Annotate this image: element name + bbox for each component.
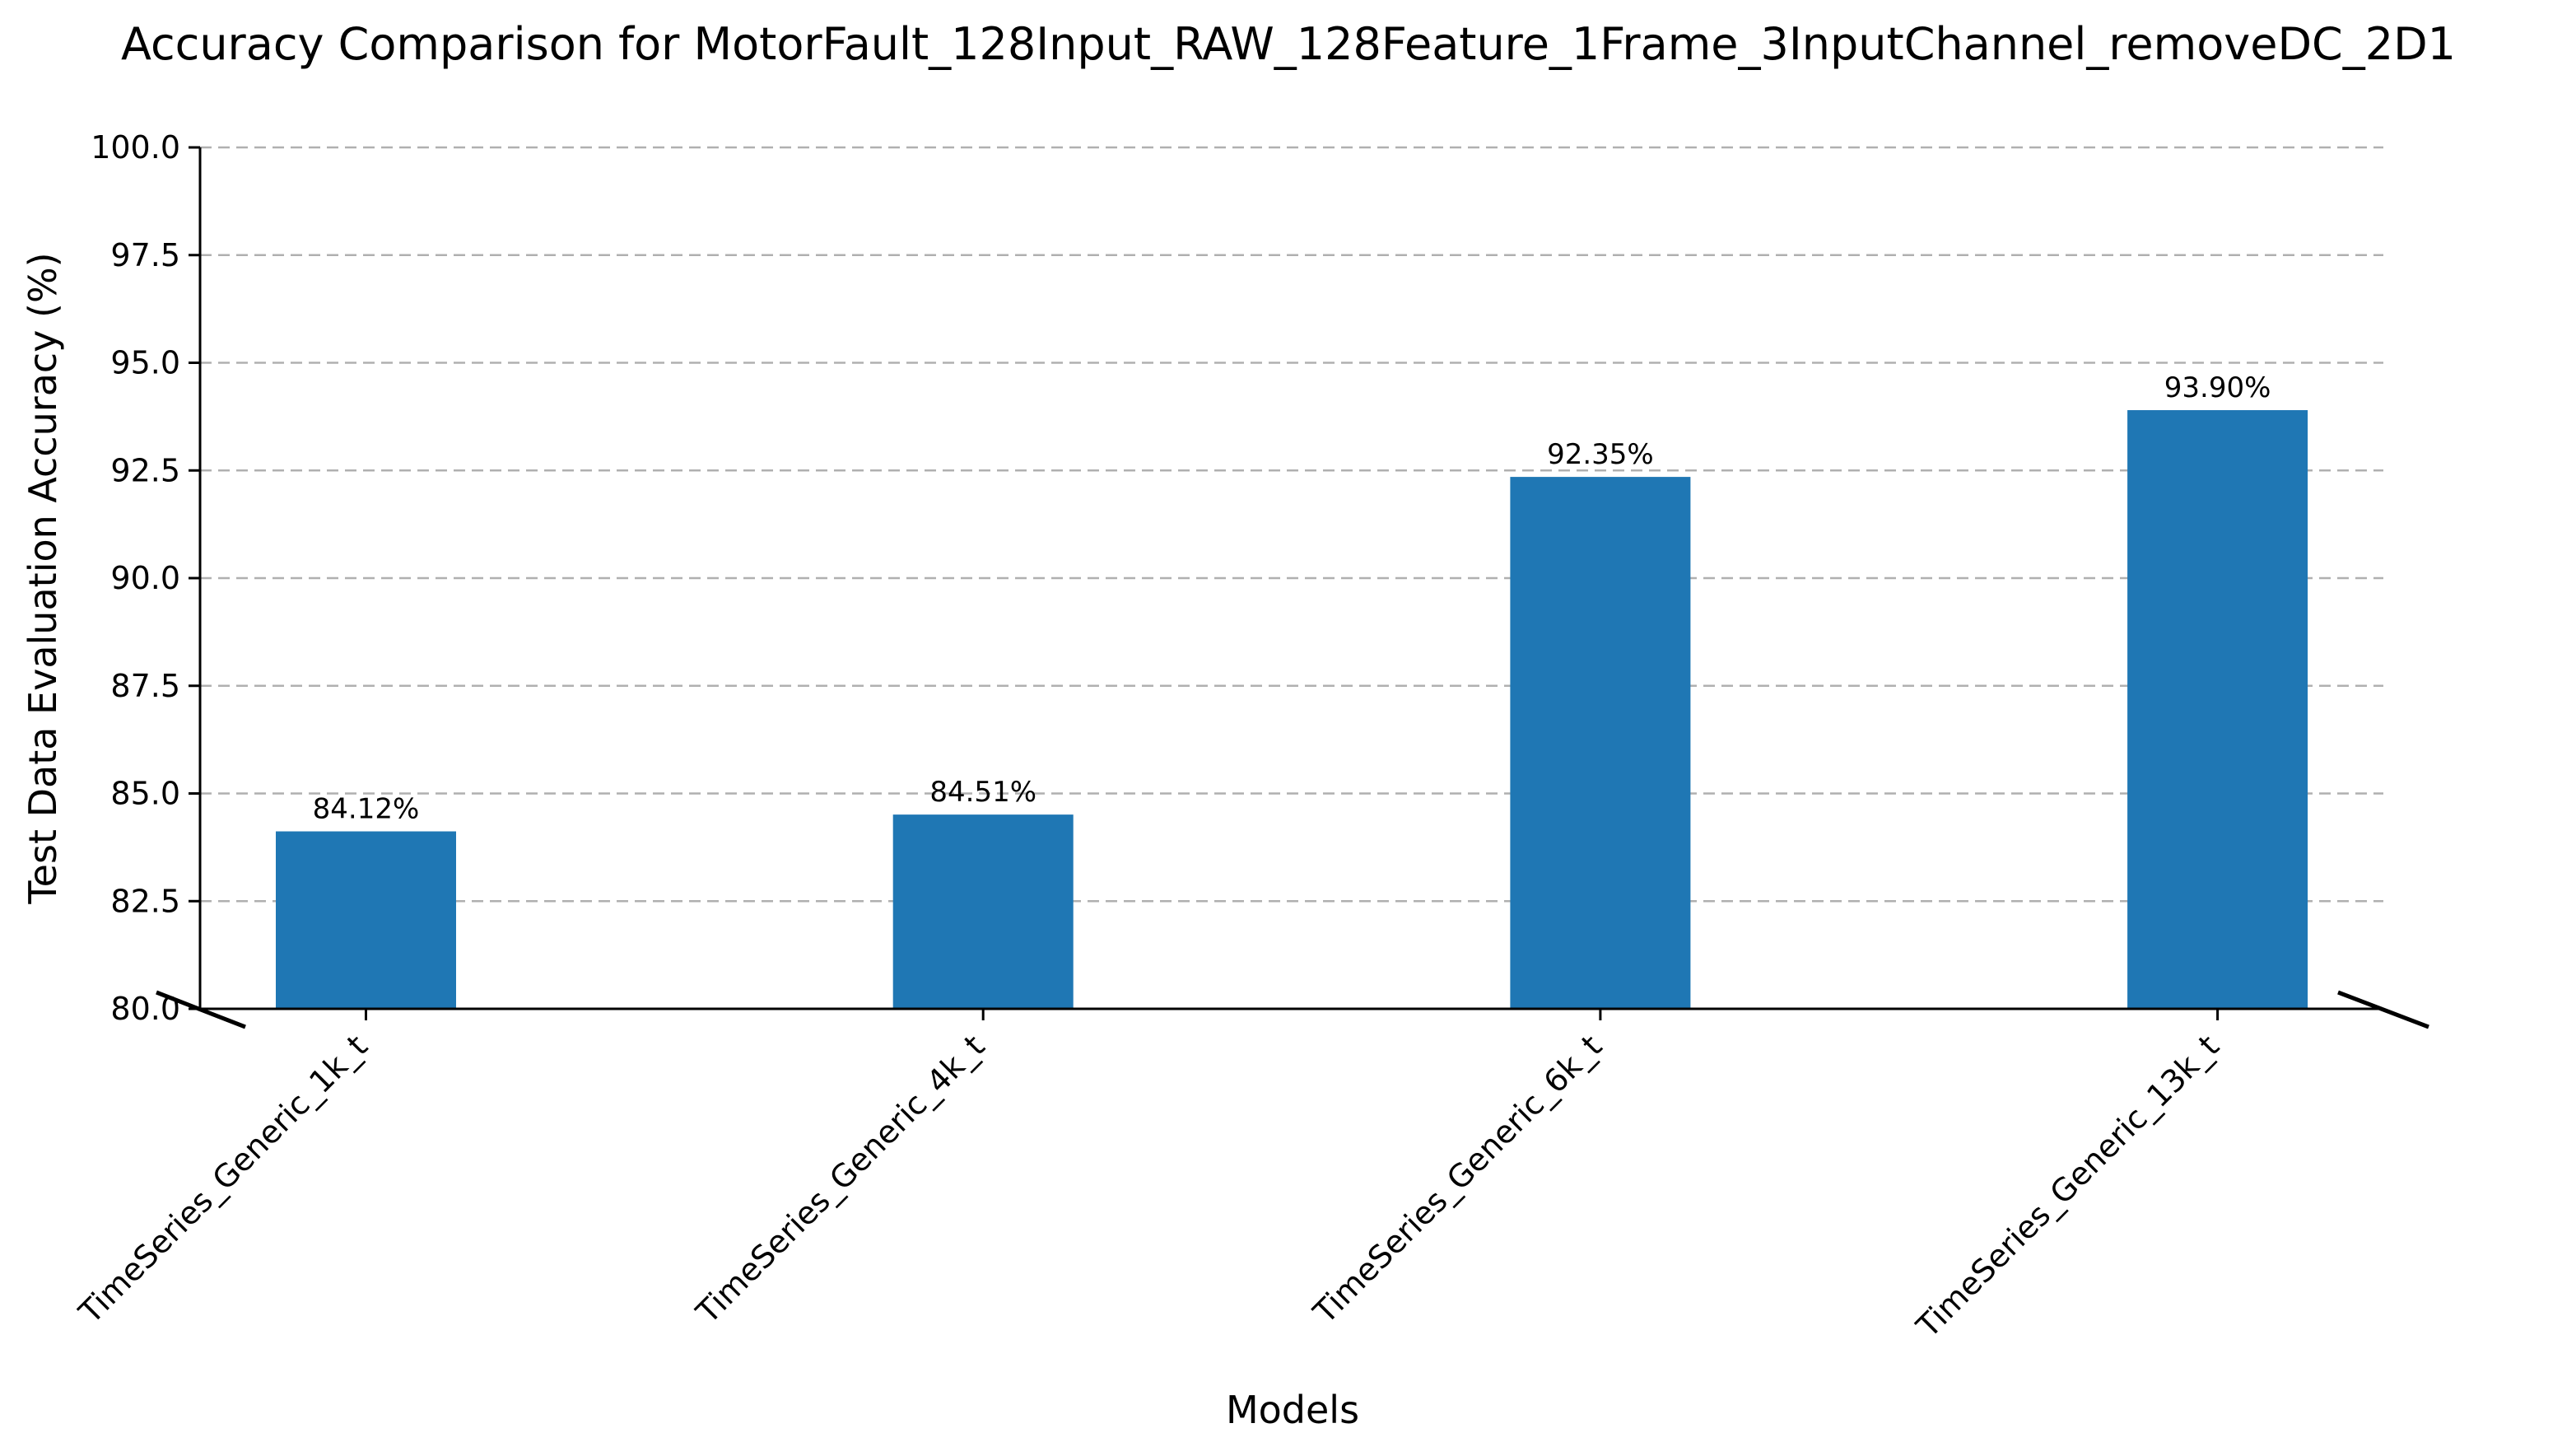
bar: [2127, 410, 2308, 1009]
x-tick-label: TimeSeries_Generic_13k_t: [1909, 1028, 2226, 1345]
bar-value-label: 84.12%: [313, 793, 420, 826]
x-axis-label: Models: [1226, 1388, 1359, 1432]
y-tick-label: 100.0: [91, 129, 180, 166]
y-tick-label: 82.5: [110, 883, 180, 919]
y-tick-label: 87.5: [110, 668, 180, 704]
chart-title: Accuracy Comparison for MotorFault_128In…: [121, 18, 2456, 70]
y-tick-label: 85.0: [110, 776, 180, 812]
bar: [892, 814, 1074, 1009]
data-labels: 84.12% 84.51% 92.35% 93.90%: [313, 371, 2271, 825]
x-tick-label: TimeSeries_Generic_1k_t: [72, 1028, 375, 1331]
bars: [276, 410, 2308, 1009]
x-ticks: TimeSeries_Generic_1k_t TimeSeries_Generi…: [72, 1009, 2226, 1345]
axis-break-right: [2337, 990, 2429, 1029]
bar: [1510, 477, 1691, 1009]
grid-lines: [200, 146, 2383, 903]
bar-value-label: 92.35%: [1547, 438, 1654, 471]
bar-value-label: 84.51%: [929, 776, 1036, 809]
x-tick-label: TimeSeries_Generic_4k_t: [689, 1028, 992, 1331]
axes: [156, 147, 2429, 1029]
y-tick-label: 92.5: [110, 452, 180, 488]
y-axis-label: Test Data Evaluation Accuracy (%): [21, 252, 65, 904]
x-tick-label: TimeSeries_Generic_6k_t: [1306, 1028, 1609, 1331]
axis-break-left: [156, 990, 246, 1029]
bar-value-label: 93.90%: [2164, 371, 2271, 404]
y-ticks: 80.0 82.5 85.0 87.5 90.0 92.5 95.0 97.5 100.0: [91, 129, 200, 1027]
y-tick-label: 95.0: [110, 345, 180, 381]
bar: [276, 831, 456, 1009]
y-tick-label: 97.5: [110, 237, 180, 273]
y-tick-label: 90.0: [110, 560, 180, 596]
y-tick-label: 80.0: [110, 991, 180, 1027]
